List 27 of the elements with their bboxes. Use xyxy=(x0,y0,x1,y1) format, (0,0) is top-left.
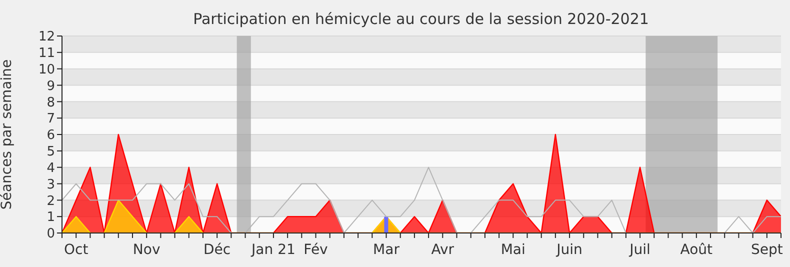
x-tick-label: Fév xyxy=(304,242,328,258)
y-tick-label: 1 xyxy=(46,210,55,226)
y-tick-label: 9 xyxy=(46,78,55,94)
x-tick-label: Déc xyxy=(204,242,231,258)
y-tick-label: 12 xyxy=(38,30,55,45)
x-tick-label: Nov xyxy=(132,242,160,258)
y-tick-label: 6 xyxy=(46,128,55,144)
y-tick-label: 3 xyxy=(46,177,55,192)
y-tick-label: 5 xyxy=(46,144,55,160)
x-tick-label: Mai xyxy=(500,242,526,258)
x-tick-label: Oct xyxy=(64,242,89,258)
y-tick-label: 0 xyxy=(46,226,55,242)
x-tick-label: Juin xyxy=(556,242,582,258)
chart-title: Participation en hémicycle au cours de la session 2020-2021 xyxy=(193,10,649,28)
y-tick-label: 8 xyxy=(46,95,55,110)
y-tick-label: 11 xyxy=(38,46,55,62)
x-tick-label: Juil xyxy=(628,242,650,258)
x-tick-label: Août xyxy=(680,242,714,258)
x-tick-label: Sept xyxy=(750,242,784,258)
y-tick-label: 2 xyxy=(46,194,55,209)
y-axis-title: Séances par semaine xyxy=(0,59,15,210)
x-tick-label: Avr xyxy=(431,242,454,258)
x-tick-label: Mar xyxy=(373,242,400,258)
y-tick-label: 7 xyxy=(46,112,55,127)
x-tick-label: Jan 21 xyxy=(250,242,296,258)
y-tick-label: 4 xyxy=(46,160,55,176)
y-tick-label: 10 xyxy=(38,62,55,78)
